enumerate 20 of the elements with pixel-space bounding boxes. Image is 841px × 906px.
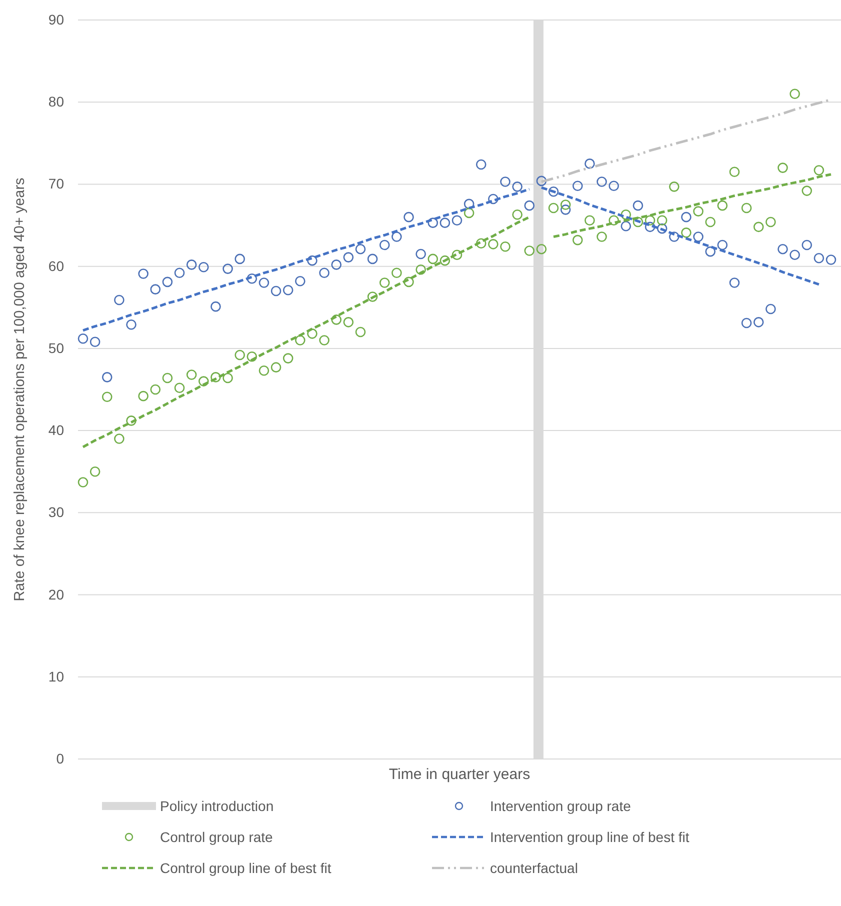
- y-tick-label: 10: [48, 668, 64, 684]
- y-tick-label: 60: [48, 258, 64, 274]
- y-tick-label: 0: [56, 750, 64, 766]
- y-axis-title: Rate of knee replacement operations per 100,000 aged 40+ years: [12, 178, 28, 602]
- y-tick-label: 80: [48, 94, 64, 110]
- line-series: [540, 186, 820, 286]
- legend-label: Intervention group rate: [490, 798, 632, 814]
- y-tick-label: 30: [48, 504, 64, 520]
- legend-label: Policy introduction: [160, 798, 274, 814]
- legend-label: counterfactual: [490, 860, 578, 876]
- line-series: [82, 188, 531, 332]
- y-tick-label: 50: [48, 340, 64, 356]
- x-axis-title: Time in quarter years: [388, 766, 530, 783]
- y-tick-label: 90: [48, 11, 64, 28]
- y-tick-label: 20: [48, 586, 64, 602]
- legend-label: Control group line of best fit: [160, 860, 332, 876]
- y-tick-label: 40: [48, 422, 64, 438]
- legend-label: Control group rate: [160, 829, 274, 845]
- legend-label: Intervention group line of best fit: [490, 829, 690, 845]
- y-tick-label: 70: [48, 176, 64, 192]
